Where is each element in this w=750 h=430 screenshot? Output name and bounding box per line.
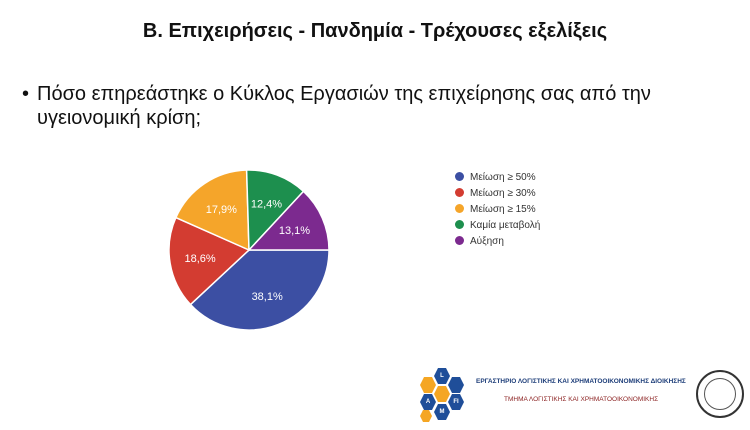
legend-label: Καμία μεταβολή xyxy=(470,220,541,231)
logo-hex-m: M xyxy=(434,404,450,420)
slice-label: 18,6% xyxy=(184,253,215,265)
department-name: ΤΜΗΜΑ ΛΟΓΙΣΤΙΚΗΣ ΚΑΙ ΧΡΗΜΑΤΟΟΙΚΟΝΟΜΙΚΗΣ xyxy=(504,396,659,403)
footer-logos: L A FI M ΕΡΓΑΣΤΗΡΙΟ ΛΟΓΙΣΤΙΚΗΣ ΚΑΙ ΧΡΗΜΑ… xyxy=(418,368,748,428)
legend-item: Μείωση ≥ 50% xyxy=(455,170,540,186)
slice-label: 38,1% xyxy=(252,291,283,303)
pie-slice xyxy=(174,169,250,252)
question-bullet: • Πόσο επηρεάστηκε ο Κύκλος Εργασιών της… xyxy=(22,82,722,130)
legend-item: Αύξηση xyxy=(455,234,540,250)
logo-hex-fi: FI xyxy=(448,394,464,410)
chart-legend: Μείωση ≥ 50% Μείωση ≥ 30% Μείωση ≥ 15% Καμί… xyxy=(455,170,540,250)
question-text: Πόσο επηρεάστηκε ο Κύκλος Εργασιών της ε… xyxy=(37,83,651,129)
legend-item: Μείωση ≥ 15% xyxy=(455,202,540,218)
legend-swatch xyxy=(455,236,464,245)
pie-chart: 38,1% 18,6% 17,9% 12,4% 13,1% xyxy=(168,169,330,331)
bullet-marker: • xyxy=(22,83,30,105)
pie-slice xyxy=(247,190,330,251)
slice-label: 17,9% xyxy=(206,204,237,216)
lab-name: ΕΡΓΑΣΤΗΡΙΟ ΛΟΓΙΣΤΙΚΗΣ ΚΑΙ ΧΡΗΜΑΤΟΟΙΚΟΝΟΜ… xyxy=(476,378,686,385)
logo-hex xyxy=(434,386,450,402)
legend-label: Μείωση ≥ 30% xyxy=(470,188,536,199)
slide-title: Β. Επιχειρήσεις - Πανδημία - Τρέχουσες ε… xyxy=(142,20,608,42)
university-seal xyxy=(696,370,744,418)
legend-swatch xyxy=(455,172,464,181)
seal-inner-ring xyxy=(704,378,736,410)
legend-swatch xyxy=(455,220,464,229)
legend-label: Αύξηση xyxy=(470,236,504,247)
legend-item: Μείωση ≥ 30% xyxy=(455,186,540,202)
logo-hex xyxy=(420,377,436,393)
logo-hex-l: L xyxy=(434,368,450,384)
slice-label: 12,4% xyxy=(251,199,282,211)
pie-slice xyxy=(168,216,251,306)
logo-hex-a: A xyxy=(420,394,436,410)
legend-item: Καμία μεταβολή xyxy=(455,218,540,234)
logo-hex xyxy=(448,377,464,393)
slice-label: 13,1% xyxy=(279,225,310,237)
legend-swatch xyxy=(455,188,464,197)
legend-swatch xyxy=(455,204,464,213)
pie-slice xyxy=(189,249,330,331)
legend-label: Μείωση ≥ 50% xyxy=(470,172,536,183)
logo-hex xyxy=(420,410,432,422)
pie-slice xyxy=(245,169,305,252)
lafim-logo: L A FI M xyxy=(418,368,470,424)
legend-label: Μείωση ≥ 15% xyxy=(470,204,536,215)
